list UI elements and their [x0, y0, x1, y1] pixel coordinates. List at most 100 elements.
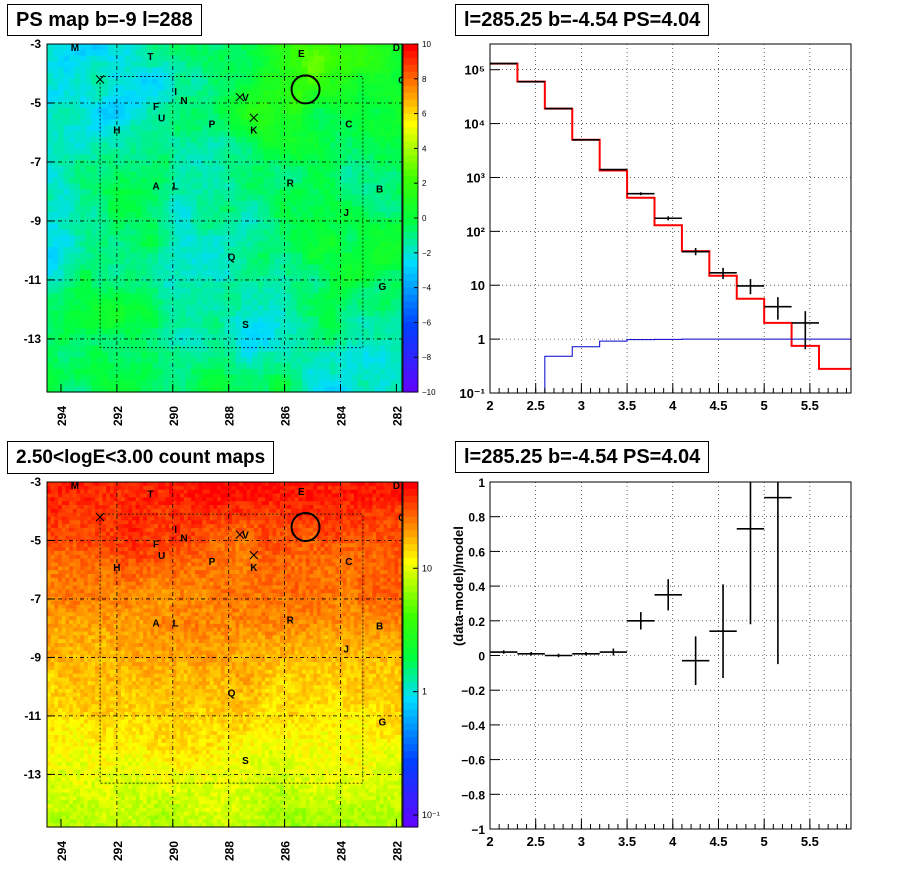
residual-xtick-label: 5 [761, 834, 768, 849]
ps-map-colorbar-label: −10 [422, 388, 436, 397]
ps-map-source-label: L [173, 182, 179, 193]
ps-map-colorbar-label: −8 [422, 353, 432, 362]
count-map-source-label: U [158, 551, 165, 562]
ps-map-source-label: I [174, 87, 177, 98]
residual-ytick-label: −1 [471, 823, 485, 837]
ps-map-source-label: M [71, 43, 79, 54]
residual-ytick-label: 0 [478, 650, 485, 664]
residual-ylabel: (data-model)/model [451, 526, 466, 646]
count-map-source-label: G [379, 718, 387, 729]
ps-map-source-label: G [379, 282, 387, 293]
ps-map-xtick-label: 286 [279, 406, 293, 426]
ps-map-xtick-label: 288 [223, 406, 237, 426]
ps-map-source-label: D [393, 43, 400, 54]
ps-map-colorbar-label: −4 [422, 284, 432, 293]
residual-xtick-label: 4.5 [709, 834, 727, 849]
count-map-xtick-label: 286 [279, 841, 293, 861]
spectrum-xtick-label: 5 [761, 398, 768, 413]
spectrum-ytick-label: 10³ [466, 170, 485, 185]
count-map-source-label: K [250, 563, 258, 574]
ps-map-ytick-label: -11 [24, 273, 41, 287]
count-map-source-label: E [298, 487, 305, 498]
count-map-xtick-label: 288 [223, 841, 237, 861]
spectrum-xtick-label: 4 [669, 398, 677, 413]
residual-ytick-label: −0.4 [461, 719, 485, 733]
spectrum-xtick-label: 2.5 [527, 398, 545, 413]
count-map-source-label: N [180, 534, 187, 545]
count-map-title: 2.50<logE<3.00 count maps [7, 441, 274, 474]
count-map-source-label: B [376, 621, 383, 632]
count-map-source-label: L [173, 618, 179, 629]
ps-map-colorbar-label: 8 [422, 75, 427, 84]
count-map-xtick-label: 284 [335, 841, 349, 861]
residual-ytick-label: 0.4 [468, 580, 485, 594]
residual-xtick-label: 2.5 [527, 834, 545, 849]
count-map-ytick-label: -7 [30, 592, 41, 606]
ps-map-source-label: H [113, 126, 120, 137]
count-map-source-label: P [209, 557, 216, 568]
ps-map-source-label: E [298, 49, 305, 60]
ps-map-ytick-label: -3 [30, 37, 41, 51]
ps-map-ytick-label: -13 [24, 332, 42, 346]
count-map-source-label: S [242, 756, 249, 767]
spectrum-xtick-label: 2 [486, 398, 493, 413]
count-map-source-label: A [152, 618, 159, 629]
residual-ytick-label: 1 [478, 476, 485, 490]
ps-map-ytick-label: -7 [30, 155, 41, 169]
residual-ytick-label: −0.8 [461, 788, 485, 802]
spectrum-title: l=285.25 b=-4.54 PS=4.04 [455, 4, 709, 36]
residual-ytick-label: −0.2 [461, 684, 485, 698]
spectrum-xtick-label: 4.5 [709, 398, 727, 413]
count-map-source-label: M [71, 481, 79, 492]
count-map-ytick-label: -11 [24, 709, 41, 723]
count-map-ytick-label: -3 [30, 475, 41, 489]
ps-map-source-label: P [209, 120, 216, 131]
spectrum-ytick-label: 10⁴ [464, 117, 485, 132]
residual-ytick-label: 0.8 [468, 511, 485, 525]
spectrum-ytick-label: 10⁵ [464, 63, 485, 78]
ps-map-xtick-label: 282 [390, 406, 404, 426]
residual-xtick-label: 5.5 [801, 834, 819, 849]
ps-map-colorbar-label: 10 [422, 40, 431, 49]
count-map-xtick-label: 282 [390, 841, 404, 861]
ps-map-source-label: K [250, 126, 258, 137]
residual-xtick-label: 3.5 [618, 834, 636, 849]
spectrum-ytick-label: 1 [478, 332, 485, 347]
count-map-xtick-label: 290 [167, 841, 181, 861]
ps-map-colorbar-label: 0 [422, 214, 427, 223]
count-map-source-label: C [345, 557, 352, 568]
ps-map-source-label: A [152, 182, 159, 193]
residual-ytick-label: −0.6 [461, 754, 485, 768]
residual-points [490, 438, 792, 685]
residual-xtick-label: 2 [486, 834, 493, 849]
count-map-xtick-label: 294 [55, 841, 69, 861]
ps-map-colorbar-label: 2 [422, 179, 427, 188]
ps-map-source-label: V [242, 93, 249, 104]
residual-xtick-label: 4 [669, 834, 677, 849]
ps-map-colorbar-label: −6 [422, 318, 432, 327]
ps-map-xtick-label: 284 [335, 406, 349, 426]
count-map-source-label: T [147, 490, 153, 501]
count-map-colorbar-label: 10⁻¹ [422, 810, 440, 820]
ps-map-source-label: U [158, 114, 165, 125]
spectrum-ytick-label: 10⁻¹ [459, 386, 485, 401]
spectrum-ytick-label: 10² [466, 224, 485, 239]
ps-map-source-label: N [180, 96, 187, 107]
count-map-source-label: Q [228, 689, 236, 700]
spectrum-xtick-label: 5.5 [801, 398, 819, 413]
spectrum-ytick-label: 10 [471, 278, 485, 293]
count-map-xtick-label: 292 [111, 841, 125, 861]
count-map-source-label: F [153, 539, 159, 550]
ps-map-title: PS map b=-9 l=288 [7, 4, 202, 36]
ps-map-ytick-label: -9 [30, 214, 41, 228]
ps-map-source-label: T [147, 52, 153, 63]
count-map-colorbar-label: 10 [422, 563, 432, 573]
residual-ytick-label: 0.2 [468, 615, 485, 629]
ps-map-source-label: S [242, 320, 249, 331]
ps-map-xtick-label: 290 [167, 406, 181, 426]
